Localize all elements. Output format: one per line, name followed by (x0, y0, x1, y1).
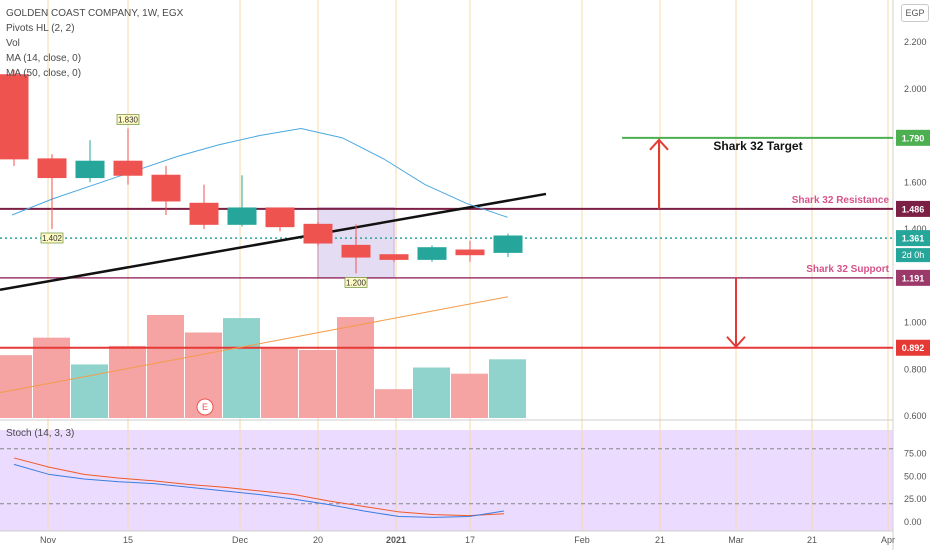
indicator-ma14[interactable]: MA (14, close, 0) (6, 53, 82, 64)
volume-bar (375, 389, 412, 418)
candle-body (151, 174, 181, 202)
candle-body (493, 235, 523, 253)
candle-body (417, 247, 447, 260)
price-tick-label: 0.800 (904, 364, 927, 374)
ma14-line (11, 127, 508, 218)
stoch-tick-label: 25.00 (904, 494, 927, 504)
down-arrow-head (726, 336, 746, 349)
price-badge-text: 1.790 (902, 133, 925, 143)
price-tick-label: 2.000 (904, 84, 927, 94)
price-badge (896, 339, 930, 356)
stoch-tick-label: 50.00 (904, 471, 927, 481)
price-tick-label: 1.000 (904, 318, 927, 328)
price-tick-label: 2.200 (904, 37, 927, 47)
candle-body (265, 207, 295, 228)
price-badge (896, 129, 930, 146)
time-tick-label: 2021 (386, 535, 406, 545)
volume-bar (147, 315, 184, 418)
pivot-label-text: 1.200 (346, 278, 367, 287)
volume-bar (489, 359, 526, 418)
candle-body (0, 74, 29, 160)
price-badge-text: 1.191 (902, 273, 925, 283)
candle-body (113, 160, 143, 176)
volume-bar (413, 367, 450, 418)
volume-bar (451, 373, 488, 418)
volume-bar (299, 350, 336, 418)
time-tick-label: Apr (881, 535, 895, 545)
candle-body (75, 160, 105, 179)
earnings-marker (196, 398, 214, 416)
time-tick-label: Nov (40, 535, 57, 545)
volume-bar (261, 347, 298, 418)
candle-body (455, 249, 485, 256)
candle-body (303, 223, 333, 244)
stoch-d-line (13, 457, 505, 517)
volume-bar (109, 345, 146, 418)
candle-body (189, 202, 219, 225)
pivot-label-box (116, 114, 140, 125)
pivot-label-text: 1.402 (42, 234, 63, 243)
price-badge-text: 1.361 (902, 234, 925, 244)
resistance-label: Shark 32 Resistance (792, 195, 890, 206)
stoch-tick-label: 0.00 (904, 517, 922, 527)
time-tick-label: Mar (728, 535, 744, 545)
currency-button[interactable]: EGP (901, 4, 929, 22)
price-badge (896, 230, 930, 247)
candle-body (37, 158, 67, 179)
pivot-label-box (344, 277, 368, 288)
volume-bar (33, 337, 70, 418)
up-arrow-head (649, 138, 669, 151)
stoch-k-line (13, 463, 505, 518)
indicator-pivots[interactable]: Pivots HL (2, 2) (6, 23, 75, 34)
time-tick-label: 17 (465, 535, 475, 545)
time-tick-label: 15 (123, 535, 133, 545)
indicator-ma50[interactable]: MA (50, close, 0) (6, 68, 82, 79)
price-badge (896, 269, 930, 286)
time-tick-label: Dec (232, 535, 249, 545)
candle-body (341, 244, 371, 258)
stoch-band (0, 430, 893, 531)
volume-bar (71, 364, 108, 418)
volume-bar (223, 318, 260, 418)
support-label: Shark 32 Support (806, 264, 889, 275)
indicator-volume[interactable]: Vol (6, 38, 20, 49)
volume-bar (337, 317, 374, 418)
pivot-label-text: 1.830 (118, 115, 139, 124)
earnings-marker-label: E (202, 402, 208, 412)
price-tick-label: 0.600 (904, 411, 927, 421)
time-tick-label: 21 (807, 535, 817, 545)
price-badge-text: 0.892 (902, 343, 925, 353)
time-tick-label: 20 (313, 535, 323, 545)
time-tick-label: 21 (655, 535, 665, 545)
trendline (0, 192, 547, 292)
symbol-title: GOLDEN COAST COMPANY, 1W, EGX (6, 8, 184, 19)
pivot-label-box (40, 232, 64, 244)
countdown-text: 2d 0h (902, 250, 925, 260)
volume-bar (0, 355, 32, 418)
ma50-line (0, 296, 509, 394)
candle-body (227, 207, 257, 225)
chart-legend: GOLDEN COAST COMPANY, 1W, EGX Pivots HL … (6, 6, 183, 81)
price-badge (896, 200, 930, 217)
price-tick-label: 1.600 (904, 177, 927, 187)
time-tick-label: Feb (574, 535, 590, 545)
price-badge-text: 1.486 (902, 204, 925, 214)
price-tick-label: 1.400 (904, 224, 927, 234)
target-label: Shark 32 Target (713, 139, 802, 153)
countdown-badge (896, 248, 930, 263)
stoch-legend[interactable]: Stoch (14, 3, 3) (6, 428, 75, 439)
stoch-tick-label: 75.00 (904, 448, 927, 458)
candle-body (379, 254, 409, 260)
